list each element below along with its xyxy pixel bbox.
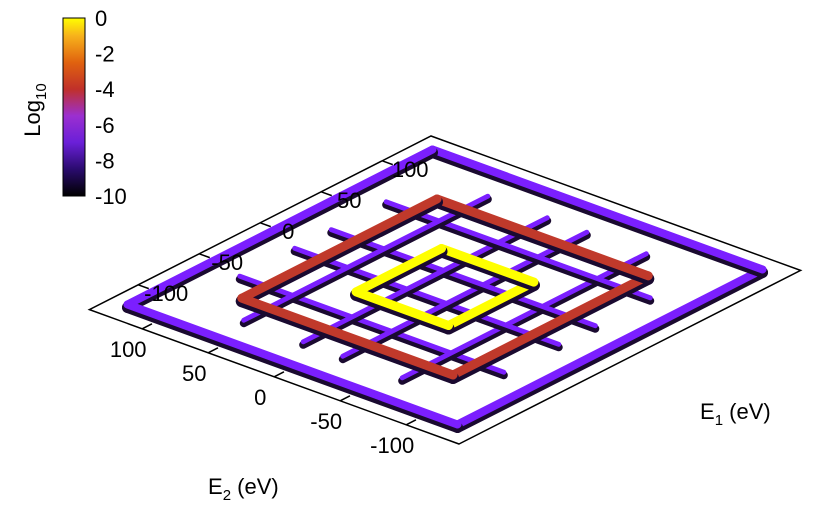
x-tick-mark — [320, 191, 333, 197]
y-tick-label: -100 — [370, 433, 414, 458]
y-tick-mark — [207, 347, 219, 354]
grid-line-e2-3-shadow — [239, 195, 492, 328]
y-tick-label: 0 — [254, 385, 266, 410]
outer-frame-side-1 — [428, 145, 767, 274]
grid-line-e2-0 — [399, 251, 649, 381]
colorbar-gradient — [62, 17, 86, 197]
middle-frame-side-2 — [237, 194, 442, 303]
grid-line-e2-0-shadow — [398, 252, 651, 385]
axis-ticks: -100 -50 0 50 100 -100 -50 0 50 100 — [110, 157, 429, 458]
grid-line-e1-3-shadow — [382, 200, 655, 305]
x-tick-label: 50 — [337, 188, 361, 213]
colorbar-tick-label: 0 — [95, 6, 107, 31]
x-tick-label: 0 — [282, 219, 294, 244]
grid-line-e2-2-shadow — [299, 216, 552, 349]
outer-frame-side-2 — [123, 145, 437, 309]
y-tick-label: 100 — [110, 337, 147, 362]
x-tick-mark — [259, 222, 272, 228]
colorbar-tick-label: -2 — [95, 42, 115, 67]
inner-frame-side-2 — [351, 244, 446, 297]
grid-line-e2-3 — [241, 193, 491, 323]
colorbar-label: Log10 — [20, 83, 50, 136]
inner-frame-side-0 — [444, 277, 539, 330]
colorbar: 0 -2 -4 -6 -8 -10 Log10 — [20, 6, 127, 209]
colorbar-tick-label: -6 — [95, 113, 115, 138]
grid-line-e2-2 — [300, 215, 550, 345]
grid-line-e1-1 — [292, 245, 562, 347]
middle-frame-side-1 — [432, 194, 653, 281]
base-plane — [87, 135, 803, 445]
middle-frame-side-3 — [237, 293, 458, 380]
x-tick-mark — [381, 160, 394, 166]
y-axis-label: E2 (eV) — [208, 474, 279, 504]
colorbar-tick-label: -10 — [95, 184, 127, 209]
x-tick-mark — [198, 253, 211, 259]
y-tick-mark — [141, 323, 153, 330]
inner-frame-side-1 — [437, 244, 539, 287]
grid-line-e2-1-shadow — [338, 231, 591, 364]
x-tick-label: -50 — [211, 250, 243, 275]
middle-frame-side-0 — [448, 271, 653, 380]
ridge-layer — [122, 145, 768, 433]
grid-line-e2-1 — [340, 229, 590, 359]
y-tick-label: 50 — [182, 361, 206, 386]
base-outline — [87, 135, 803, 445]
grid-line-e1-0 — [237, 273, 507, 375]
colorbar-tick-label: -4 — [95, 77, 115, 102]
grid-line-e1-0-shadow — [235, 275, 508, 380]
grid-line-e1-2 — [328, 227, 598, 329]
x-axis-label: E1 (eV) — [700, 399, 771, 429]
outer-frame-side-0 — [453, 265, 767, 429]
x-tick-label: 100 — [392, 157, 429, 182]
grid-line-e1-3 — [383, 199, 653, 301]
colorbar-ticks: 0 -2 -4 -6 -8 -10 — [95, 6, 127, 209]
x-tick-label: -100 — [144, 281, 188, 306]
y-tick-mark — [405, 419, 417, 426]
colorbar-tick-label: -8 — [95, 148, 115, 173]
y-tick-mark — [273, 371, 285, 378]
y-tick-label: -50 — [310, 409, 342, 434]
y-tick-mark — [339, 395, 351, 402]
grid-line-e1-1-shadow — [290, 247, 563, 352]
grid-line-e1-2-shadow — [327, 228, 600, 333]
x-tick-mark — [137, 284, 150, 290]
outer-frame-side-3 — [123, 300, 462, 429]
inner-frame-side-3 — [351, 287, 453, 330]
